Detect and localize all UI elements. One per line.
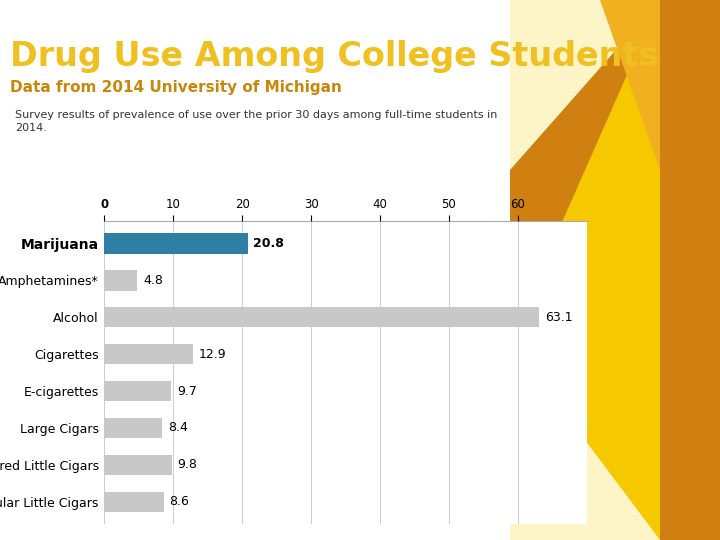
Polygon shape (510, 0, 660, 170)
Text: 8.6: 8.6 (169, 495, 189, 508)
Polygon shape (660, 0, 720, 540)
Bar (104, 455, 172, 475)
Polygon shape (500, 0, 720, 540)
Polygon shape (510, 340, 660, 540)
Bar (104, 381, 171, 401)
Text: 9.7: 9.7 (177, 384, 197, 397)
Polygon shape (510, 0, 660, 340)
Text: 63.1: 63.1 (545, 311, 572, 324)
Bar (104, 344, 193, 365)
Bar (104, 307, 539, 327)
Text: 9.8: 9.8 (177, 458, 197, 471)
Polygon shape (600, 0, 720, 340)
Polygon shape (0, 0, 510, 540)
Text: 20.8: 20.8 (253, 237, 284, 250)
Bar (104, 418, 162, 438)
Text: 8.4: 8.4 (168, 421, 188, 434)
Bar (104, 491, 163, 512)
Text: 12.9: 12.9 (199, 348, 226, 361)
Bar (104, 233, 248, 254)
Text: Drug Use Among College Students: Drug Use Among College Students (10, 40, 658, 73)
Text: Survey results of prevalence of use over the prior 30 days among full-time stude: Survey results of prevalence of use over… (15, 110, 498, 133)
Bar (104, 270, 138, 291)
Text: Data from 2014 University of Michigan: Data from 2014 University of Michigan (10, 80, 342, 95)
Text: 4.8: 4.8 (143, 274, 163, 287)
